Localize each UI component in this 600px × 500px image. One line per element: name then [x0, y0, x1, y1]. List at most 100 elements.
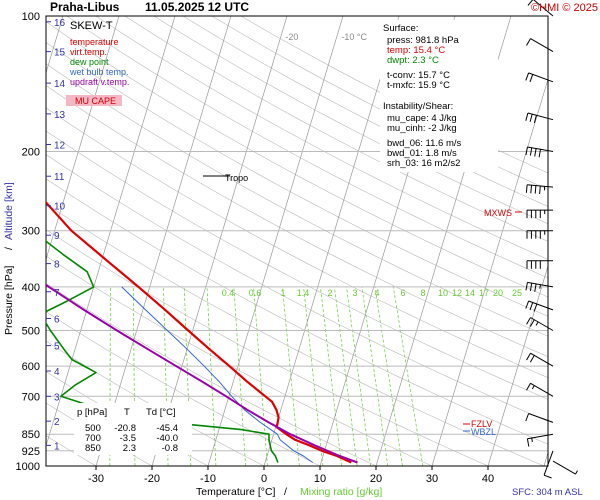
mixing-ratio-label: 12 — [452, 288, 462, 298]
legend-updraft: updraft v.temp. — [70, 77, 129, 87]
y-axis-title: Pressure [hPa] — [3, 265, 15, 335]
altitude-tick-label: 4 — [54, 367, 60, 378]
bwd01-value: bwd_01: 1.8 m/s — [387, 148, 457, 159]
isotherm-labels: -20 -10 °C — [285, 32, 367, 42]
wind-barb-staff — [527, 184, 554, 188]
pressure-tick-label: 600 — [22, 361, 40, 373]
mixing-ratio-label: 14 — [465, 288, 475, 298]
wind-barb-staff — [530, 317, 554, 331]
dry-adiabat-line — [95, 16, 548, 260]
wind-barb-flag — [533, 115, 537, 124]
wind-barb-staff — [543, 450, 554, 476]
wind-barb-flag — [539, 185, 541, 195]
wind-barbs — [525, 0, 578, 479]
altitude-tick-label: 16 — [54, 18, 66, 29]
wind-barb-flag — [526, 317, 531, 325]
pressure-tick-label: 850 — [22, 429, 40, 441]
legend-dew-point: dew point — [70, 57, 109, 67]
wind-barb-flag — [538, 149, 541, 158]
wind-barb-staff — [552, 460, 576, 475]
altitude-tick-label: 3 — [54, 392, 60, 403]
mu-cinh-value: mu_cinh: -2 J/kg — [387, 123, 457, 134]
wind-barb-flag — [529, 113, 533, 122]
dry-adiabat-line — [46, 107, 548, 379]
instability-heading: Instability/Shear: — [383, 101, 453, 112]
pressure-tick-label: 100 — [22, 11, 40, 23]
isotherm-line — [487, 264, 548, 466]
wind-barb-flag — [529, 319, 535, 327]
altitude-tick-label: 11 — [54, 172, 65, 183]
isotherm-line — [263, 16, 400, 466]
isotherm-label: -20 — [285, 32, 298, 42]
table-cell: 2.3 — [123, 443, 136, 454]
mixing-ratio-label: 2 — [327, 288, 332, 298]
mu-cape-value: mu_cape: 4 J/kg — [387, 113, 457, 124]
wind-barb-staff — [528, 72, 554, 83]
table-cell: -20.8 — [114, 423, 136, 434]
wind-barb-staff — [530, 352, 554, 367]
mixing-ratio-line — [392, 286, 424, 466]
wind-barb — [525, 112, 554, 124]
wind-barb-flag — [527, 0, 534, 6]
wind-barb-flag — [525, 413, 530, 422]
mixing-ratio-label: 1.4 — [297, 288, 310, 298]
wind-barb — [525, 300, 554, 312]
mixing-ratio-label: 0.6 — [249, 288, 262, 298]
dry-adiabat-line — [66, 16, 548, 279]
mucape-badge — [66, 95, 122, 106]
isotherm-line — [46, 16, 176, 448]
wind-barb-flag — [529, 283, 533, 292]
wind-barb — [526, 209, 553, 219]
altitude-tick-label: 12 — [54, 141, 66, 152]
table-cell: 700 — [85, 433, 101, 444]
series-updraft-v-temp-line — [46, 283, 358, 464]
mixing-ratio-labels: 0.4 0.6 1 1.4 2 3 4 6 8 10 12 14 17 20 25 — [222, 288, 522, 298]
x-tick-label: 30 — [426, 473, 438, 485]
surface-dwpt: dwpt: 2.3 °C — [387, 55, 439, 66]
wind-barb-flag — [529, 355, 535, 363]
x-tick-label: 40 — [482, 473, 494, 485]
wind-barb-staff — [530, 38, 554, 53]
wind-barb-flag — [529, 147, 533, 156]
wind-barb — [525, 413, 554, 423]
dry-adiabat-line — [46, 21, 548, 298]
wind-barb — [526, 352, 554, 367]
altitude-tick-label: 14 — [54, 79, 66, 90]
x-tick-label: 10 — [314, 473, 326, 485]
altitude-tick-label: 10 — [54, 202, 66, 213]
x-tick-label: -10 — [200, 473, 216, 485]
table-header-t: T — [124, 407, 130, 418]
x-tick-label: -20 — [144, 473, 160, 485]
bwd06-value: bwd_06: 11.6 m/s — [387, 138, 462, 149]
legend-title: SKEW-T — [70, 20, 113, 32]
wind-barb-flag — [534, 185, 537, 194]
mixing-ratio-label: 25 — [512, 288, 522, 298]
temperature-axis: -30 -20 -10 0 10 20 30 40 — [88, 466, 494, 485]
legend-virt-temp: virt.temp. — [70, 47, 107, 57]
altitude-tick-label: 2 — [54, 417, 60, 428]
y-axis-title-2: Altitude [km] — [3, 182, 15, 240]
wind-barb-staff — [530, 382, 554, 397]
table-cell: 500 — [85, 423, 101, 434]
wind-barb-flag — [526, 383, 531, 391]
mixing-ratio-label: 4 — [374, 288, 379, 298]
mixing-ratio-line — [303, 286, 324, 466]
mucape-badge-label: MU CAPE — [75, 96, 116, 106]
wind-barb-staff — [528, 413, 554, 423]
dry-adiabat-line — [46, 42, 548, 317]
altitude-tick-label: 13 — [54, 110, 66, 121]
pressure-tick-label: 300 — [22, 226, 40, 238]
mixing-ratio-label: 6 — [400, 288, 405, 298]
fzlv-label: FZLV — [471, 419, 492, 429]
mixing-ratio-label: 8 — [420, 288, 425, 298]
altitude-tick-label: 6 — [54, 314, 60, 325]
isotherm-label: -10 °C — [341, 32, 367, 42]
wind-barb-flag — [530, 185, 532, 194]
mixing-ratio-line — [374, 286, 403, 466]
wind-barb — [526, 317, 554, 331]
wind-barb — [525, 281, 554, 292]
surface-heading: Surface: — [383, 23, 418, 34]
sfc-label: SFC: 304 m ASL — [512, 487, 583, 498]
